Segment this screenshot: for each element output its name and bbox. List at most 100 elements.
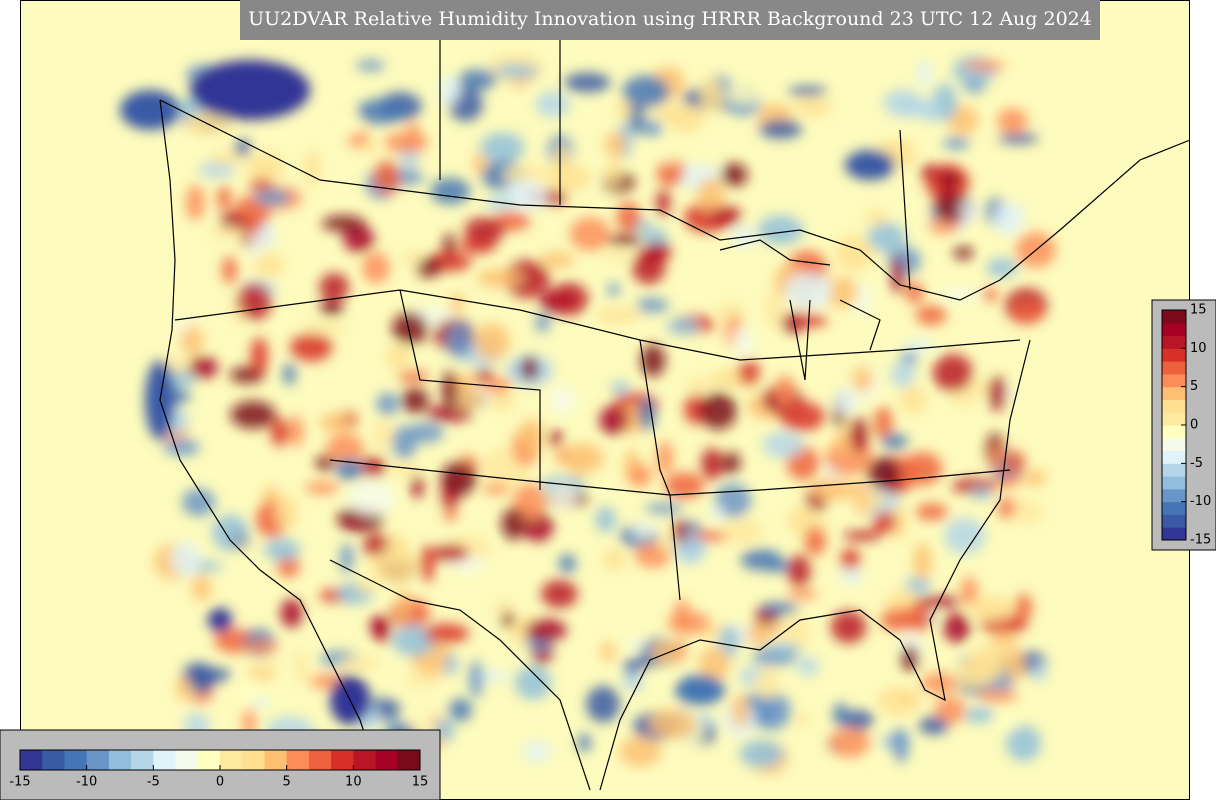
field-blob (403, 674, 441, 687)
field-blob (549, 483, 578, 510)
map-area (20, 0, 1190, 800)
field-blob (343, 225, 375, 253)
field-blob (420, 545, 435, 583)
field-blob (443, 654, 458, 676)
field-blob (450, 293, 464, 314)
field-blob (386, 344, 412, 370)
field-blob (439, 75, 460, 106)
title-box (240, 0, 1100, 40)
field-blob (120, 90, 180, 130)
field-blob (305, 149, 320, 187)
field-blob (548, 430, 563, 447)
colorbar-swatch (1162, 463, 1186, 477)
field-blob (187, 667, 231, 683)
field-blob (411, 474, 424, 499)
colorbar-swatch (1162, 450, 1186, 464)
field-blob (432, 544, 470, 562)
colorbar-swatch (242, 750, 265, 770)
field-blob (319, 300, 344, 316)
field-blob (835, 234, 873, 272)
colorbar-swatch (20, 750, 43, 770)
tick-label: 10 (345, 775, 362, 790)
field-blob (959, 200, 980, 220)
field-blob (998, 133, 1039, 144)
field-blob (321, 215, 366, 232)
field-blob (535, 91, 570, 118)
field-blob (787, 554, 811, 588)
field-blob (629, 102, 645, 135)
tick-label: 5 (283, 775, 291, 790)
field-blob (401, 387, 429, 414)
field-blob (209, 152, 242, 165)
colorbar-swatch (175, 750, 199, 770)
field-blob (319, 413, 352, 433)
field-blob (192, 574, 212, 602)
colorbar-swatch (1162, 373, 1186, 388)
field-blob (253, 189, 291, 206)
field-blob (675, 675, 725, 705)
field-blob (964, 707, 995, 723)
field-blob (634, 543, 671, 568)
field-blob (795, 314, 828, 327)
field-blob (856, 281, 872, 317)
colorbar-swatch (86, 750, 110, 770)
field-blob (190, 60, 310, 120)
field-blob (363, 141, 377, 156)
field-blob (371, 549, 418, 583)
field-blob (522, 741, 551, 762)
field-blob (747, 623, 773, 646)
field-blob (335, 458, 363, 481)
field-blob (1032, 661, 1047, 682)
field-blob (246, 153, 284, 181)
field-blob (315, 454, 334, 471)
field-blob (275, 494, 298, 530)
field-blob (667, 105, 705, 132)
colorbar-swatch (286, 750, 310, 770)
colorbar-swatch (42, 750, 65, 770)
field-blob (401, 250, 425, 266)
field-blob (664, 472, 705, 499)
tick-label: -5 (1190, 456, 1203, 471)
colorbar-swatch (1162, 310, 1186, 324)
field-blob (339, 656, 381, 671)
field-blob (631, 249, 666, 285)
field-blob (326, 433, 364, 464)
field-blob (890, 362, 916, 388)
field-blob (891, 256, 905, 294)
field-blob (263, 538, 301, 561)
colorbar-swatch (131, 750, 154, 770)
field-blob (525, 619, 567, 642)
field-blob (698, 646, 731, 681)
field-blob (356, 581, 375, 594)
field-blob (360, 456, 387, 478)
field-blob (550, 282, 589, 316)
field-blob (809, 478, 855, 501)
field-blob (880, 481, 905, 492)
field-blob (480, 132, 525, 163)
field-blob (1010, 301, 1045, 324)
field-blob (446, 322, 474, 359)
field-blob (492, 391, 514, 411)
field-blob (520, 356, 539, 381)
colorbar-swatch (1162, 335, 1186, 349)
field-blob (595, 506, 616, 533)
field-blob (586, 685, 620, 723)
field-blob (606, 158, 622, 188)
field-blob (502, 611, 515, 629)
field-blob (752, 692, 792, 731)
field-blob (709, 205, 742, 227)
colorbar-swatch (1162, 437, 1186, 452)
field-blob (356, 59, 385, 72)
field-blob (474, 323, 510, 361)
field-blob (656, 441, 673, 476)
field-blob (904, 339, 934, 353)
field-blob (699, 77, 724, 115)
field-blob (720, 163, 748, 187)
field-blob (840, 548, 861, 571)
field-blob (177, 675, 191, 701)
tick-label: -5 (147, 775, 160, 790)
field-blob (252, 698, 269, 709)
field-blob (905, 577, 931, 594)
field-blob (483, 482, 511, 495)
field-blob (616, 201, 641, 233)
